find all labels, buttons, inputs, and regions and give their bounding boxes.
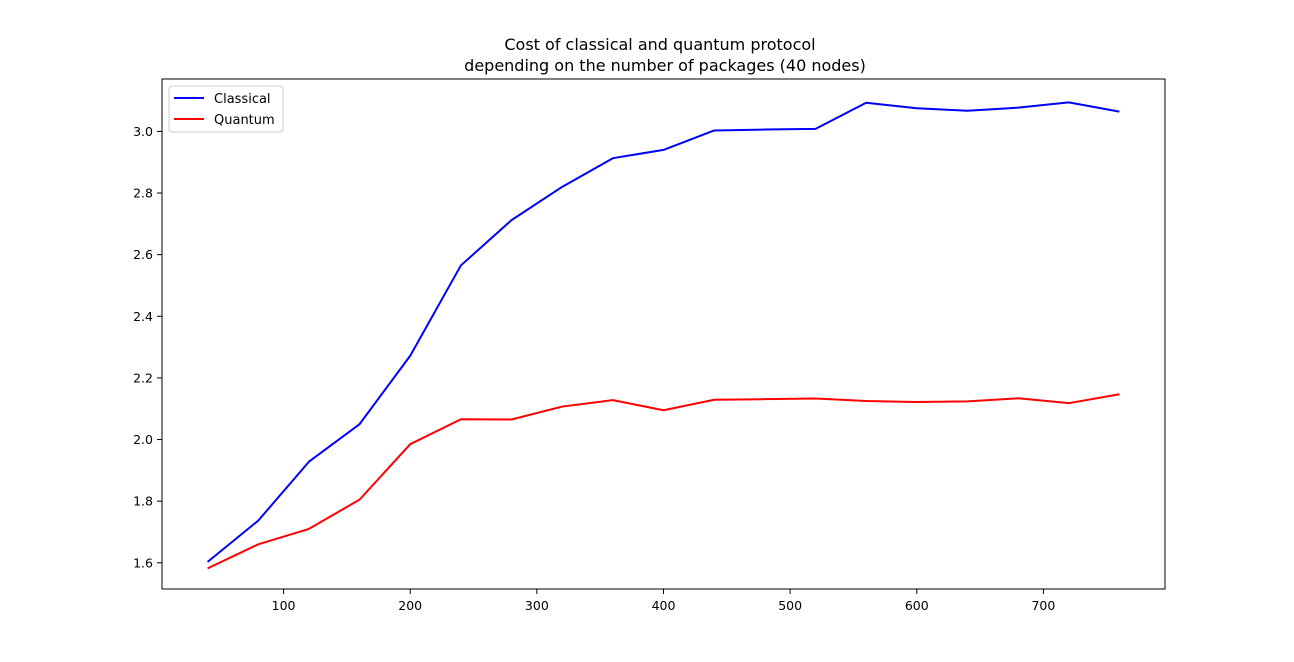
y-tick-label: 1.8 bbox=[133, 494, 153, 509]
x-tick-label: 200 bbox=[398, 598, 422, 613]
y-tick-label: 2.6 bbox=[133, 247, 153, 262]
y-tick-label: 2.4 bbox=[133, 309, 153, 324]
x-tick-label: 700 bbox=[1031, 598, 1055, 613]
series-line-classical bbox=[206, 101, 1120, 563]
x-tick-label: 400 bbox=[652, 598, 676, 613]
x-tick-label: 100 bbox=[272, 598, 296, 613]
chart-title-line-1: Cost of classical and quantum protocol bbox=[504, 35, 815, 54]
legend-label-classical: Classical bbox=[214, 92, 271, 107]
series-line-quantum bbox=[207, 393, 1120, 570]
x-axis: 100 200 300 400 500 600 700 bbox=[272, 589, 1055, 613]
y-axis: 1.6 1.8 2.0 2.2 2.4 2.6 2.8 3.0 bbox=[133, 124, 162, 570]
y-tick-label: 3.0 bbox=[133, 124, 153, 139]
legend-label-quantum: Quantum bbox=[214, 113, 275, 128]
x-tick-label: 300 bbox=[525, 598, 549, 613]
y-tick-label: 2.8 bbox=[133, 186, 153, 201]
x-tick-label: 500 bbox=[778, 598, 802, 613]
x-tick-label: 600 bbox=[905, 598, 929, 613]
y-tick-label: 1.6 bbox=[133, 555, 153, 570]
plot-area-frame bbox=[161, 78, 1166, 590]
legend: Classical Quantum bbox=[168, 85, 284, 133]
y-tick-label: 2.2 bbox=[133, 370, 153, 385]
y-tick-label: 2.0 bbox=[133, 432, 153, 447]
series-layer bbox=[206, 101, 1120, 570]
chart-title-line-2: depending on the number of packages (40 … bbox=[464, 56, 866, 75]
